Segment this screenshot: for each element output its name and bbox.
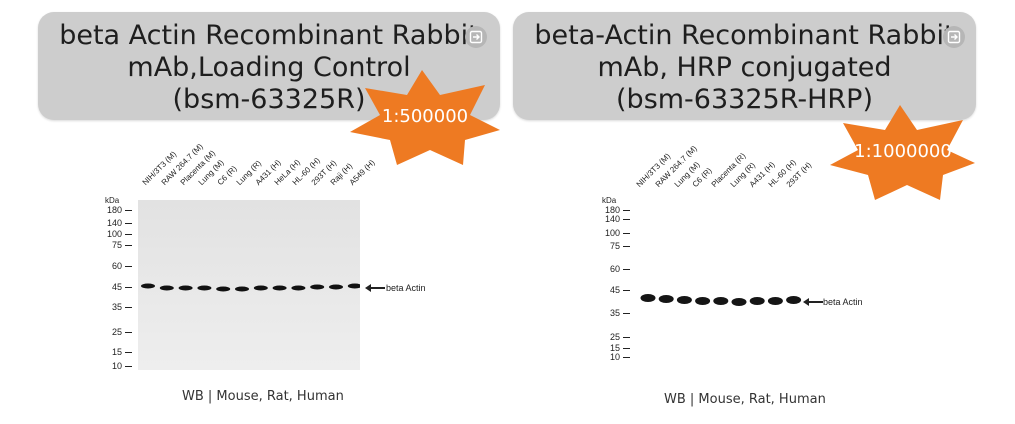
left-kda-label: kDa (105, 196, 120, 205)
protein-band (640, 294, 656, 302)
right-kda-label: kDa (602, 196, 617, 205)
mw-marker: 25 (92, 327, 132, 337)
protein-band (197, 285, 212, 291)
protein-band (272, 285, 287, 291)
protein-band (676, 296, 692, 304)
protein-band (695, 297, 711, 305)
mw-marker: 180 (590, 205, 630, 215)
mw-marker: 140 (92, 218, 132, 228)
protein-band (310, 284, 325, 290)
left-title-line-3: (bsm-63325R) (172, 84, 366, 115)
left-band-label: beta Actin (386, 283, 426, 293)
left-title-card: beta Actin Recombinant Rabbit mAb,Loadin… (38, 12, 500, 120)
mw-marker: 140 (590, 214, 630, 224)
left-title-line-2: mAb,Loading Control (127, 52, 411, 83)
left-blot-membrane (138, 200, 360, 370)
protein-band (347, 283, 360, 289)
protein-band (731, 298, 747, 306)
mw-marker: 15 (92, 347, 132, 357)
mw-marker: 15 (590, 343, 630, 353)
protein-band (216, 286, 231, 292)
mw-marker: 25 (590, 332, 630, 342)
protein-band (713, 297, 729, 305)
right-title-card: beta-Actin Recombinant Rabbit mAb, HRP c… (513, 12, 976, 120)
left-dilution-label: 1:500000 (381, 106, 469, 127)
protein-band (749, 297, 765, 305)
protein-band (141, 283, 155, 289)
mw-marker: 100 (92, 229, 132, 239)
right-title-line-2: mAb, HRP conjugated (597, 52, 892, 83)
protein-band (658, 295, 674, 303)
mw-marker: 75 (590, 241, 630, 251)
mw-marker: 35 (92, 302, 132, 312)
exit-icon[interactable] (465, 26, 487, 48)
left-title: beta Actin Recombinant Rabbit mAb,Loadin… (38, 20, 500, 116)
right-title-line-3: (bsm-63325R-HRP) (616, 84, 873, 115)
left-title-line-1: beta Actin Recombinant Rabbit (59, 20, 479, 51)
left-band-arrow (365, 284, 385, 292)
protein-band (253, 285, 268, 291)
mw-marker: 75 (92, 240, 132, 250)
left-dilution-star (350, 70, 500, 165)
mw-marker: 10 (590, 352, 630, 362)
right-band-label: beta Actin (823, 297, 863, 307)
mw-marker: 45 (590, 285, 630, 295)
mw-marker: 45 (92, 282, 132, 292)
right-dilution-star (830, 105, 975, 200)
right-blot-membrane (636, 202, 804, 362)
mw-marker: 60 (92, 261, 132, 271)
protein-band (291, 285, 306, 291)
right-band-arrow (803, 298, 823, 306)
mw-marker: 60 (590, 264, 630, 274)
left-caption: WB | Mouse, Rat, Human (182, 389, 344, 404)
right-title: beta-Actin Recombinant Rabbit mAb, HRP c… (513, 20, 976, 116)
right-caption: WB | Mouse, Rat, Human (664, 392, 826, 407)
protein-band (159, 285, 174, 291)
mw-marker: 100 (590, 228, 630, 238)
right-title-line-1: beta-Actin Recombinant Rabbit (534, 20, 955, 51)
exit-icon[interactable] (943, 26, 965, 48)
mw-marker: 180 (92, 205, 132, 215)
protein-band (767, 297, 783, 305)
protein-band (786, 296, 802, 304)
mw-marker: 10 (92, 361, 132, 371)
protein-band (235, 286, 249, 292)
protein-band (329, 284, 343, 290)
protein-band (178, 285, 193, 291)
mw-marker: 35 (590, 308, 630, 318)
right-dilution-label: 1:1000000 (854, 141, 952, 162)
